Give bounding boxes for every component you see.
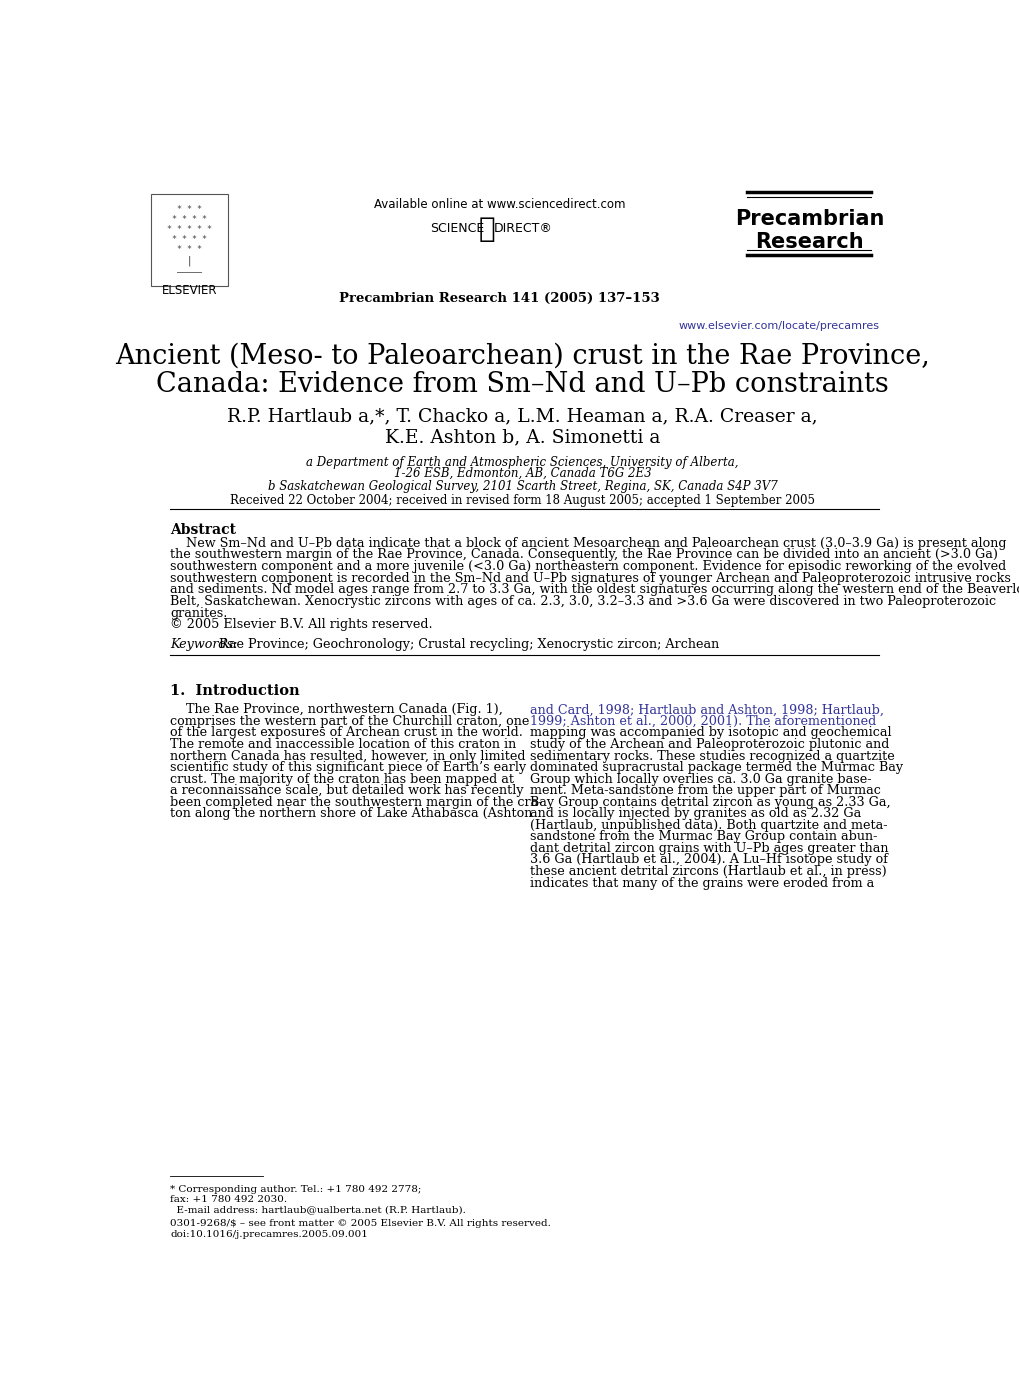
Text: been completed near the southwestern margin of the cra-: been completed near the southwestern mar… [170, 796, 542, 808]
Text: (Hartlaub, unpublished data). Both quartzite and meta-: (Hartlaub, unpublished data). Both quart… [530, 819, 888, 832]
Text: indicates that many of the grains were eroded from a: indicates that many of the grains were e… [530, 876, 874, 890]
Text: Ancient (Meso- to Paleoarchean) crust in the Rae Province,: Ancient (Meso- to Paleoarchean) crust in… [115, 342, 929, 370]
Text: New Sm–Nd and U–Pb data indicate that a block of ancient Mesoarchean and Paleoar: New Sm–Nd and U–Pb data indicate that a … [170, 537, 1006, 549]
Text: _____: _____ [177, 264, 202, 273]
Text: Precambrian Research 141 (2005) 137–153: Precambrian Research 141 (2005) 137–153 [338, 292, 659, 306]
Text: R.P. Hartlaub a,*, T. Chacko a, L.M. Heaman a, R.A. Creaser a,: R.P. Hartlaub a,*, T. Chacko a, L.M. Hea… [227, 408, 817, 426]
Text: doi:10.1016/j.precamres.2005.09.001: doi:10.1016/j.precamres.2005.09.001 [170, 1230, 368, 1238]
Text: Received 22 October 2004; received in revised form 18 August 2005; accepted 1 Se: Received 22 October 2004; received in re… [230, 494, 814, 508]
Text: these ancient detrital zircons (Hartlaub et al., in press): these ancient detrital zircons (Hartlaub… [530, 865, 887, 878]
Text: and sediments. Nd model ages range from 2.7 to 3.3 Ga, with the oldest signature: and sediments. Nd model ages range from … [170, 583, 1019, 597]
Text: * Corresponding author. Tel.: +1 780 492 2778;: * Corresponding author. Tel.: +1 780 492… [170, 1185, 421, 1193]
Text: and is locally injected by granites as old as 2.32 Ga: and is locally injected by granites as o… [530, 807, 861, 821]
Text: Group which locally overlies ca. 3.0 Ga granite base-: Group which locally overlies ca. 3.0 Ga … [530, 772, 871, 786]
Text: Abstract: Abstract [170, 523, 235, 537]
Text: Research: Research [754, 231, 863, 252]
Text: www.elsevier.com/locate/precamres: www.elsevier.com/locate/precamres [678, 321, 878, 331]
Text: 1999; Ashton et al., 2000, 2001). The aforementioned: 1999; Ashton et al., 2000, 2001). The af… [530, 715, 876, 727]
Text: * * *: * * * [177, 206, 202, 214]
Text: ⓐ: ⓐ [478, 214, 494, 242]
Text: © 2005 Elsevier B.V. All rights reserved.: © 2005 Elsevier B.V. All rights reserved… [170, 619, 432, 632]
Text: study of the Archean and Paleoproterozoic plutonic and: study of the Archean and Paleoproterozoi… [530, 739, 889, 751]
Text: E-mail address: hartlaub@ualberta.net (R.P. Hartlaub).: E-mail address: hartlaub@ualberta.net (R… [170, 1205, 466, 1214]
Text: crust. The majority of the craton has been mapped at: crust. The majority of the craton has be… [170, 772, 514, 786]
Text: SCIENCE: SCIENCE [429, 223, 484, 235]
Text: dant detrital zircon grains with U–Pb ages greater than: dant detrital zircon grains with U–Pb ag… [530, 842, 889, 855]
Text: Belt, Saskatchewan. Xenocrystic zircons with ages of ca. 2.3, 3.0, 3.2–3.3 and >: Belt, Saskatchewan. Xenocrystic zircons … [170, 595, 996, 608]
Text: Canada: Evidence from Sm–Nd and U–Pb constraints: Canada: Evidence from Sm–Nd and U–Pb con… [156, 371, 889, 398]
Text: sandstone from the Murmac Bay Group contain abun-: sandstone from the Murmac Bay Group cont… [530, 830, 877, 843]
Text: Rae Province; Geochronology; Crustal recycling; Xenocrystic zircon; Archean: Rae Province; Geochronology; Crustal rec… [215, 638, 718, 651]
Text: southwestern component and a more juvenile (<3.0 Ga) northeastern component. Evi: southwestern component and a more juveni… [170, 561, 1006, 573]
Text: Keywords:: Keywords: [170, 638, 242, 651]
Text: 1-26 ESB, Edmonton, AB, Canada T6G 2E3: 1-26 ESB, Edmonton, AB, Canada T6G 2E3 [393, 467, 651, 480]
Text: of the largest exposures of Archean crust in the world.: of the largest exposures of Archean crus… [170, 726, 523, 740]
Text: ment. Meta-sandstone from the upper part of Murmac: ment. Meta-sandstone from the upper part… [530, 785, 880, 797]
Text: K.E. Ashton b, A. Simonetti a: K.E. Ashton b, A. Simonetti a [385, 428, 659, 447]
Text: Precambrian: Precambrian [734, 209, 883, 230]
Text: 0301-9268/$ – see front matter © 2005 Elsevier B.V. All rights reserved.: 0301-9268/$ – see front matter © 2005 El… [170, 1219, 550, 1228]
Text: and Card, 1998; Hartlaub and Ashton, 1998; Hartlaub,: and Card, 1998; Hartlaub and Ashton, 199… [530, 704, 883, 716]
Bar [151, 193, 228, 287]
Text: scientific study of this significant piece of Earth’s early: scientific study of this significant pie… [170, 761, 526, 773]
Text: Bay Group contains detrital zircon as young as 2.33 Ga,: Bay Group contains detrital zircon as yo… [530, 796, 891, 808]
Text: the southwestern margin of the Rae Province, Canada. Consequently, the Rae Provi: the southwestern margin of the Rae Provi… [170, 548, 998, 561]
Text: * * * *: * * * * [172, 235, 207, 245]
Text: * * * *: * * * * [172, 216, 207, 224]
Text: b Saskatchewan Geological Survey, 2101 Scarth Street, Regina, SK, Canada S4P 3V7: b Saskatchewan Geological Survey, 2101 S… [268, 480, 776, 494]
Text: a reconnaissance scale, but detailed work has recently: a reconnaissance scale, but detailed wor… [170, 785, 523, 797]
Text: The Rae Province, northwestern Canada (Fig. 1),: The Rae Province, northwestern Canada (F… [170, 704, 502, 716]
Text: 1.  Introduction: 1. Introduction [170, 684, 300, 698]
Text: DIRECT®: DIRECT® [493, 223, 551, 235]
Text: fax: +1 780 492 2030.: fax: +1 780 492 2030. [170, 1195, 287, 1203]
Text: mapping was accompanied by isotopic and geochemical: mapping was accompanied by isotopic and … [530, 726, 892, 740]
Text: a Department of Earth and Atmospheric Sciences, University of Alberta,: a Department of Earth and Atmospheric Sc… [306, 456, 739, 469]
Text: comprises the western part of the Churchill craton, one: comprises the western part of the Church… [170, 715, 529, 727]
Text: ELSEVIER: ELSEVIER [162, 284, 217, 296]
Text: northern Canada has resulted, however, in only limited: northern Canada has resulted, however, i… [170, 750, 525, 762]
Text: ton along the northern shore of Lake Athabasca (Ashton: ton along the northern shore of Lake Ath… [170, 807, 532, 821]
Text: * * *: * * * [177, 245, 202, 255]
Text: 3.6 Ga (Hartlaub et al., 2004). A Lu–Hf isotope study of: 3.6 Ga (Hartlaub et al., 2004). A Lu–Hf … [530, 854, 888, 867]
Text: southwestern component is recorded in the Sm–Nd and U–Pb signatures of younger A: southwestern component is recorded in th… [170, 572, 1010, 584]
Text: The remote and inaccessible location of this craton in: The remote and inaccessible location of … [170, 739, 516, 751]
Text: dominated supracrustal package termed the Murmac Bay: dominated supracrustal package termed th… [530, 761, 903, 773]
Text: Available online at www.sciencedirect.com: Available online at www.sciencedirect.co… [373, 198, 625, 210]
Text: * * * * *: * * * * * [167, 225, 212, 235]
Text: granites.: granites. [170, 606, 227, 620]
Text: |: | [174, 256, 204, 266]
Text: sedimentary rocks. These studies recognized a quartzite: sedimentary rocks. These studies recogni… [530, 750, 895, 762]
